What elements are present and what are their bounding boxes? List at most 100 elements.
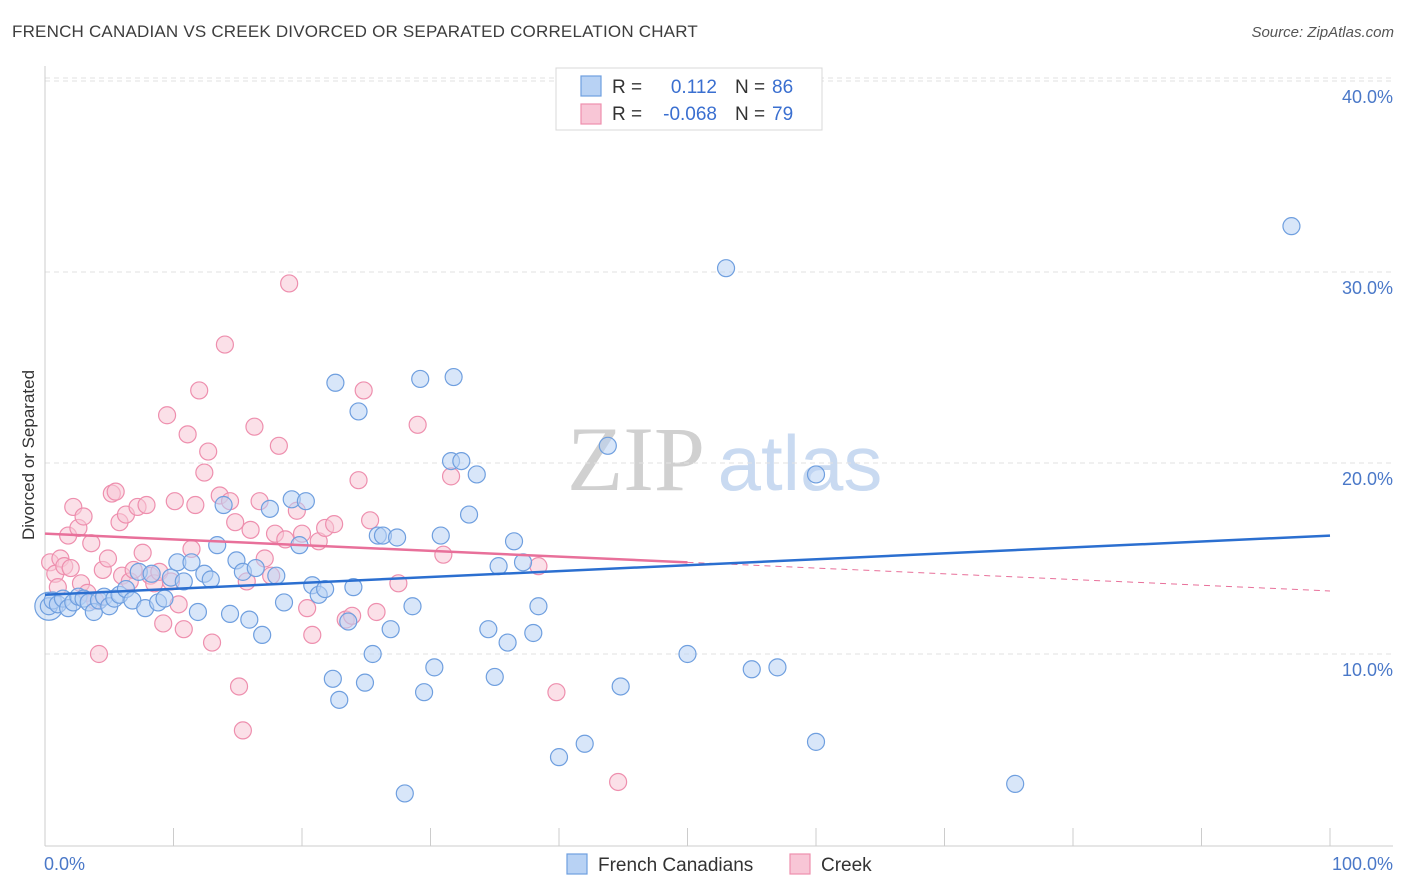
french-canadians-point [260, 499, 279, 518]
creek-point [245, 417, 264, 436]
french-canadians-point [155, 589, 174, 608]
french-canadians-point [323, 669, 342, 688]
legend-r-label-2: R = [612, 104, 642, 125]
creek-trend-line [44, 532, 688, 564]
x-tick-label: 0.0% [44, 854, 85, 874]
french-canadians-point [414, 683, 434, 702]
french-canadians-point [381, 620, 400, 639]
french-canadians-points [34, 217, 1301, 803]
french-canadians-point [529, 597, 548, 616]
creek-point [229, 677, 249, 696]
french-canadians-point [489, 557, 508, 576]
french-canadians-point [742, 660, 761, 679]
creek-point [226, 513, 245, 532]
creek-point [89, 644, 109, 664]
french-canadians-point [142, 564, 161, 583]
creek-point [280, 274, 299, 293]
french-canadians-point [485, 667, 504, 687]
french-canadians-point [1282, 217, 1301, 236]
french-canadians-point [339, 612, 358, 631]
y-tick-label: 20.0% [1342, 469, 1393, 489]
french-canadians-point [716, 259, 736, 278]
creek-point [349, 471, 368, 490]
creek-point [241, 520, 260, 539]
french-canadians-point [806, 732, 826, 751]
french-canadians-point [479, 620, 498, 639]
french-canadians-point [326, 373, 345, 392]
french-canadians-point [431, 526, 450, 545]
creek-point [98, 549, 118, 568]
legend-r-label-1: R = [612, 77, 642, 98]
chart-title: FRENCH CANADIAN VS CREEK DIVORCED OR SEP… [12, 22, 698, 41]
watermark-atlas: atlas [718, 419, 883, 507]
creek-point [434, 545, 453, 564]
french-canadians-point [330, 690, 349, 709]
creek-point [199, 442, 218, 461]
french-canadians-point [403, 597, 422, 616]
french-canadians-point [611, 677, 630, 696]
creek-point [82, 534, 101, 553]
legend-box: R = 0.112 N = 86 R = -0.068 N = 79 [555, 67, 823, 131]
creek-point [74, 507, 93, 526]
french-canadians-point [253, 625, 272, 645]
french-canadians-point [459, 505, 479, 524]
french-canadians-trend-line [44, 534, 1331, 597]
creek-point [178, 425, 197, 444]
french-canadians-point [349, 402, 368, 421]
creek-point [367, 602, 386, 622]
creek-point [137, 495, 156, 515]
french-canadians-point [274, 593, 294, 612]
french-canadians-point [208, 536, 227, 555]
creek-point [165, 492, 184, 511]
tick-labels: 10.0% 20.0% 30.0% 40.0% 0.0% 100.0% [44, 87, 1393, 874]
french-canadians-point [355, 673, 375, 692]
french-canadians-point [452, 451, 471, 471]
french-canadians-point [524, 623, 543, 643]
creek-point [174, 620, 193, 639]
french-canadians-point [387, 528, 407, 547]
french-canadians-point [598, 436, 617, 455]
legend-n-label-1: N = [735, 77, 765, 98]
creek-point [186, 495, 205, 515]
legend-swatch-blue [580, 75, 602, 97]
bottom-legend-label-creek: Creek [821, 855, 872, 876]
french-canadians-point [174, 572, 193, 591]
chart-source: Source: ZipAtlas.com [1251, 24, 1394, 41]
creek-point [408, 415, 427, 434]
bottom-legend: French Canadians Creek [566, 853, 872, 876]
creek-point [202, 633, 222, 652]
french-canadians-point [467, 465, 486, 484]
legend-n-label-2: N = [735, 104, 765, 125]
creek-point [325, 515, 344, 534]
french-canadians-point [575, 734, 594, 753]
watermark-zip: ZIP [567, 408, 705, 510]
creek-point [154, 614, 173, 633]
trend-lines [44, 532, 1331, 597]
creek-point [547, 683, 566, 702]
french-canadians-point [188, 602, 208, 622]
creek-point [269, 436, 288, 455]
creek-point [441, 467, 461, 486]
legend-r-value-2: -0.068 [663, 104, 717, 125]
french-canadians-point [201, 570, 220, 589]
creek-point [190, 381, 209, 400]
creek-point [303, 625, 322, 645]
french-canadians-point [182, 553, 201, 572]
axes [44, 66, 1393, 847]
legend-n-value-1: 86 [772, 77, 793, 98]
legend-n-value-2: 79 [772, 104, 793, 125]
y-tick-label: 40.0% [1342, 87, 1393, 107]
creek-point [106, 482, 125, 501]
y-tick-label: 10.0% [1342, 660, 1393, 680]
french-canadians-point [444, 367, 463, 387]
french-canadians-point [395, 784, 414, 803]
french-canadians-point [498, 633, 517, 652]
french-canadians-point [344, 578, 363, 597]
creek-point [298, 599, 317, 618]
french-canadians-point [806, 465, 826, 484]
creek-point [133, 543, 152, 562]
creek-point [609, 772, 628, 792]
x-tick-label: 100.0% [1332, 854, 1393, 874]
french-canadians-point [267, 566, 286, 585]
